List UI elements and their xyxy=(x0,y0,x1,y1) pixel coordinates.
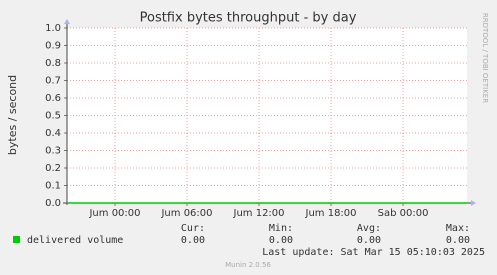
y-tick-label: 0.9 xyxy=(45,41,61,52)
x-tick-label: Jum 18:00 xyxy=(305,208,357,219)
legend-label: delivered volume xyxy=(27,235,123,246)
y-axis-label: bytes / second xyxy=(6,75,19,155)
axis-arrow xyxy=(471,200,476,206)
stat-header: Min: xyxy=(269,223,293,234)
stat-value: 0.00 xyxy=(181,235,205,246)
x-tick-label: Jum 06:00 xyxy=(160,208,212,219)
axis-arrow xyxy=(64,19,70,24)
y-tick-label: 0.1 xyxy=(45,181,61,192)
y-tick-label: 0.6 xyxy=(45,93,61,104)
y-tick-label: 0.5 xyxy=(45,111,61,122)
y-tick-label: 0.0 xyxy=(45,198,61,209)
side-label: RRDTOOL / TOBI OETIKER xyxy=(481,13,489,103)
y-tick-label: 0.7 xyxy=(45,76,61,87)
stat-value: 0.00 xyxy=(446,235,470,246)
y-tick-label: 1.0 xyxy=(45,23,61,34)
y-tick-label: 0.4 xyxy=(45,128,61,139)
y-tick-label: 0.8 xyxy=(45,58,61,69)
x-tick-label: Sab 00:00 xyxy=(378,208,429,219)
footer: Munin 2.0.56 xyxy=(225,261,271,269)
chart-title: Postfix bytes throughput - by day xyxy=(140,11,357,26)
x-tick-label: Jum 00:00 xyxy=(88,208,140,219)
last-update: Last update: Sat Mar 15 05:10:03 2025 xyxy=(262,247,485,258)
stat-value: 0.00 xyxy=(269,235,293,246)
y-tick-label: 0.3 xyxy=(45,146,61,157)
y-tick-label: 0.2 xyxy=(45,163,61,174)
stat-header: Cur: xyxy=(181,223,205,234)
stat-header: Max: xyxy=(446,223,470,234)
stat-header: Avg: xyxy=(357,223,381,234)
stat-value: 0.00 xyxy=(357,235,381,246)
legend-swatch xyxy=(13,236,20,243)
x-tick-label: Jum 12:00 xyxy=(233,208,285,219)
